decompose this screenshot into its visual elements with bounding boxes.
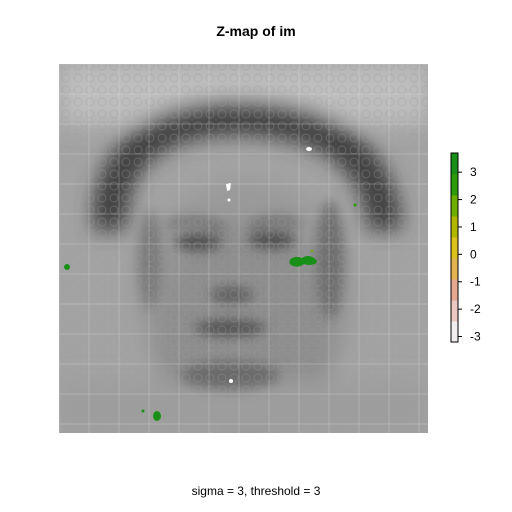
colorbar-tick-label: -2 xyxy=(470,302,481,316)
zscore-blob-positive xyxy=(289,256,317,267)
colorbar-tick-label: 3 xyxy=(470,165,477,179)
colorbar-tick-label: -3 xyxy=(470,330,481,344)
colorbar-tick-label: 0 xyxy=(470,247,477,261)
zscore-blob-positive xyxy=(353,203,357,207)
colorbar-tick-label: -1 xyxy=(470,275,481,289)
colorbar-ramp xyxy=(451,153,458,343)
colorbar-cell xyxy=(451,195,458,217)
colorbar-tick-label: 1 xyxy=(470,220,477,234)
chart-title: Z-map of im xyxy=(216,23,296,39)
colorbar-cell xyxy=(451,321,458,343)
colorbar-cell xyxy=(451,216,458,238)
zscore-overlay xyxy=(64,147,357,421)
colorbar-cell xyxy=(451,258,458,280)
colorbar-cell xyxy=(451,300,458,322)
chart-subtitle: sigma = 3, threshold = 3 xyxy=(191,484,321,498)
colorbar-cell xyxy=(451,153,458,175)
colorbar-tick-label: 2 xyxy=(470,193,477,207)
colorbar-axis: 3 2 1 0 -1 -2 -3 xyxy=(458,165,481,344)
zscore-blob-positive xyxy=(64,264,70,270)
colorbar-cell xyxy=(451,174,458,196)
zscore-blob-negative xyxy=(306,147,312,151)
colorbar-frame xyxy=(450,152,459,343)
zscore-blob-negative xyxy=(226,183,231,191)
face-image xyxy=(59,64,428,433)
zscore-blob-positive xyxy=(141,409,145,413)
zscore-blob-negative xyxy=(229,379,233,383)
colorbar: 3 2 1 0 -1 -2 -3 xyxy=(450,152,481,344)
colorbar-cell xyxy=(451,279,458,301)
colorbar-cell xyxy=(451,237,458,259)
zscore-blob-positive xyxy=(310,249,314,253)
zscore-blob-positive xyxy=(153,411,161,421)
zscore-blob-negative xyxy=(227,198,231,202)
